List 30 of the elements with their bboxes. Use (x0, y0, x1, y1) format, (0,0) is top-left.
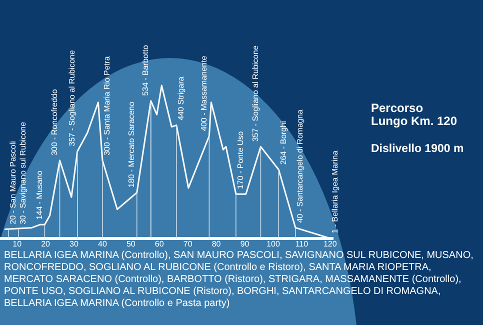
annotation: 1 - Bellaria Igea Marina (330, 150, 340, 234)
annotation: 180 - Mercato Saraceno (127, 101, 136, 188)
annotation: 400 - Massamanente (199, 55, 208, 131)
annotation: 264 - Borghi (278, 120, 288, 165)
x-tick-label: 50 (126, 239, 136, 248)
x-tick-label: 70 (183, 239, 193, 248)
x-tick-label: 20 (41, 239, 51, 248)
x-tick-label: 30 (70, 239, 79, 248)
x-tick-label: 10 (12, 239, 22, 248)
x-tick-label: 90 (240, 239, 250, 248)
annotation: 357 - Sogliano al Rubicone (68, 50, 77, 146)
x-tick-label: 110 (295, 239, 309, 248)
annotation: 40 - Santarcangelo di Romagna (296, 109, 305, 223)
x-tick-label: 80 (212, 239, 222, 248)
annotation: 357 - Sogliano al Rubicone (250, 45, 260, 142)
annotation: 144 - Musano (34, 170, 44, 220)
annotation: 300 - Roncofreddo (50, 88, 59, 156)
x-tick-label: 100 (266, 239, 280, 248)
text: Dislivello 1900 m (371, 143, 464, 155)
annotation: 20 - San Mauro Pascoli (8, 140, 18, 224)
annotation: 440 Strigara (176, 76, 186, 120)
x-tick-label: 40 (98, 239, 108, 248)
annotation: 30 - Savignano sul Rubicone (18, 121, 28, 224)
text: Percorso Lungo Km. 120 (371, 101, 458, 128)
annotation: 300 - Santa Maria Rio Petra (102, 56, 112, 156)
annotation: 534 - Barbotto (141, 44, 150, 96)
x-tick-label: 60 (154, 239, 164, 248)
annotation: 170 - Ponte Uso (236, 130, 246, 190)
x-tick-label: 120 (323, 239, 338, 248)
text: BELLARIA IGEA MARINA (Controllo), SAN MAURO PASCOLI, SAVIGNANO SUL RUBICONE, MUSANO, RONCOFREDDO, SOGLIANO AL RUBICONE (Controllo e Ristoro), SANTA MARIA RIOPETRA, MERCATO SARACENO (Controllo), BARBOTTO (Ristoro), STRIGARA, MASSAMANENTE (Controllo), PONTE USO, SOGLIANO AL RUBICONE (Ristoro), BORGHI, SANTARCANGELO DI ROMAGNA, BELLARIA IGEA MARINA (Controllo e Pasta party) (4, 250, 474, 310)
